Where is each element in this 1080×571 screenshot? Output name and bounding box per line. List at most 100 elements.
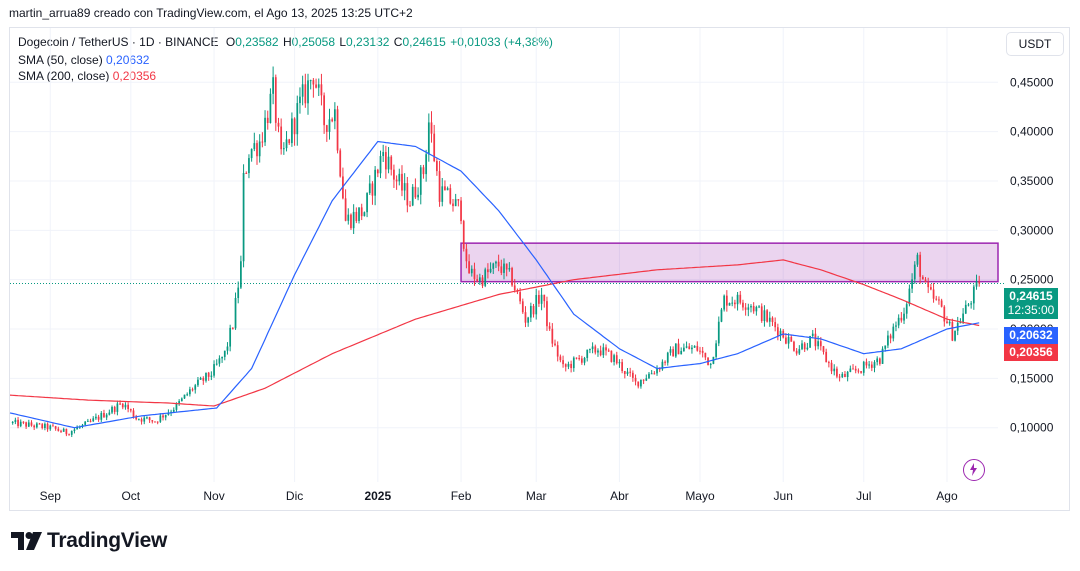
candle-body bbox=[878, 358, 881, 364]
candle-body bbox=[704, 352, 707, 358]
candle-body bbox=[132, 410, 135, 418]
candle-body bbox=[350, 214, 352, 229]
candle-body bbox=[817, 341, 819, 347]
candle-body bbox=[417, 194, 419, 198]
currency-button[interactable]: USDT bbox=[1006, 32, 1064, 56]
candle-body bbox=[699, 350, 701, 352]
y-tick-label: 0,30000 bbox=[1010, 223, 1054, 237]
candle-body bbox=[884, 345, 887, 349]
candle-body bbox=[143, 417, 146, 422]
candle-body bbox=[105, 414, 108, 418]
candle-body bbox=[768, 317, 771, 322]
candle-body bbox=[127, 404, 130, 410]
candle-body bbox=[621, 362, 624, 372]
candle-body bbox=[277, 122, 280, 127]
candle-body bbox=[395, 179, 398, 182]
candle-body bbox=[720, 309, 723, 322]
candle-body bbox=[688, 346, 691, 350]
tradingview-logo[interactable]: TradingView bbox=[11, 528, 167, 554]
sma50-legend[interactable]: SMA (50, close) 0,20632 bbox=[18, 53, 149, 67]
x-tick-label: Jun bbox=[774, 489, 793, 503]
candle-body bbox=[210, 375, 213, 377]
candle-body bbox=[946, 321, 948, 324]
candle-body bbox=[618, 362, 621, 364]
candle-body bbox=[562, 360, 564, 365]
candle-body bbox=[35, 423, 38, 428]
candle-body bbox=[46, 423, 49, 430]
candle-body bbox=[814, 333, 817, 347]
chart-frame bbox=[9, 27, 1070, 511]
candle-body bbox=[95, 416, 97, 419]
candle-body bbox=[68, 434, 70, 436]
x-tick-label: Mar bbox=[526, 489, 547, 503]
tradingview-logo-icon bbox=[11, 532, 42, 550]
candle-body bbox=[972, 286, 975, 304]
candle-body bbox=[25, 422, 27, 427]
sma200-legend[interactable]: SMA (200, close) 0,20356 bbox=[18, 69, 156, 83]
candle-body bbox=[41, 424, 44, 429]
candle-body bbox=[747, 307, 750, 310]
candle-body bbox=[446, 188, 449, 191]
candle-body bbox=[586, 349, 589, 358]
sma200-label: SMA (200, close) bbox=[18, 69, 110, 83]
candle-body bbox=[250, 149, 253, 159]
candle-body bbox=[473, 268, 476, 280]
candle-body bbox=[508, 268, 511, 270]
candle-body bbox=[935, 298, 938, 300]
alert-bolt-icon[interactable] bbox=[963, 459, 985, 481]
candle-body bbox=[366, 193, 368, 213]
candle-body bbox=[919, 254, 922, 277]
candle-body bbox=[315, 84, 317, 88]
candle-body bbox=[538, 295, 540, 304]
candle-body bbox=[207, 372, 210, 377]
candle-body bbox=[546, 301, 548, 327]
candle-body bbox=[693, 345, 696, 348]
y-tick-label: 0,35000 bbox=[1010, 174, 1054, 188]
candle-body bbox=[280, 126, 283, 150]
candle-body bbox=[266, 117, 269, 123]
candle-body bbox=[924, 279, 927, 283]
candle-body bbox=[159, 415, 162, 422]
candle-body bbox=[554, 343, 556, 346]
candle-body bbox=[497, 261, 500, 267]
candle-body bbox=[742, 302, 744, 308]
sma50-line bbox=[9, 140, 980, 429]
candle-body bbox=[344, 198, 347, 221]
close-value: 0,24615 bbox=[402, 35, 446, 49]
sma200-price-tag: 0,20356 bbox=[1004, 344, 1058, 361]
candle-body bbox=[154, 421, 156, 423]
symbol-label[interactable]: Dogecoin / TetherUS · 1D · BINANCE bbox=[18, 35, 219, 49]
open-value: 0,23582 bbox=[235, 35, 279, 49]
sma50-price-tag: 0,20632 bbox=[1004, 327, 1058, 344]
candle-body bbox=[809, 335, 811, 348]
candle-body bbox=[272, 77, 274, 94]
candle-body bbox=[371, 183, 374, 196]
candle-body bbox=[205, 372, 207, 381]
candle-body bbox=[801, 343, 803, 350]
x-tick-label: 2025 bbox=[364, 489, 391, 503]
candle-body bbox=[548, 326, 551, 329]
y-tick-label: 0,10000 bbox=[1010, 421, 1054, 435]
candle-body bbox=[84, 421, 87, 425]
candle-body bbox=[368, 183, 371, 194]
resistance-zone bbox=[460, 242, 999, 283]
candle-body bbox=[89, 420, 92, 422]
candle-body bbox=[975, 281, 978, 287]
low-value: 0,23132 bbox=[346, 35, 390, 49]
candle-body bbox=[583, 357, 586, 363]
candle-body bbox=[696, 345, 699, 351]
candle-body bbox=[425, 154, 428, 175]
candle-body bbox=[691, 347, 693, 350]
candle-body bbox=[615, 355, 618, 364]
candle-body bbox=[793, 341, 795, 351]
candle-body bbox=[967, 304, 970, 306]
candle-body bbox=[822, 346, 825, 352]
candle-body bbox=[916, 254, 919, 265]
candle-body bbox=[215, 363, 218, 365]
candle-body bbox=[374, 169, 377, 196]
candle-body bbox=[60, 430, 62, 432]
high-value: 0,25058 bbox=[291, 35, 336, 49]
candle-body bbox=[664, 361, 666, 363]
candle-body bbox=[637, 381, 640, 387]
